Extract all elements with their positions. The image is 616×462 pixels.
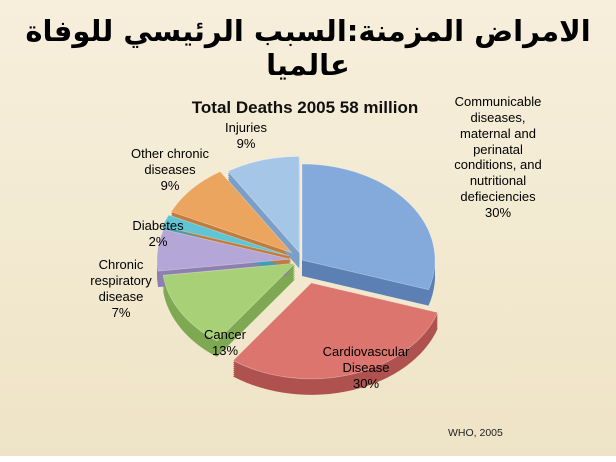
chart-title: Total Deaths 2005 58 million — [191, 98, 419, 117]
source-citation: WHO, 2005 — [448, 427, 503, 439]
pie-slice-3 — [162, 262, 297, 342]
label-cancer: Cancer 13% — [204, 327, 246, 358]
label-other-chronic-diseases: Other chronic diseases 9% — [130, 146, 210, 193]
pie-slice-7 — [227, 155, 300, 254]
label-communicable-diseases: Communicable diseases, maternal and peri… — [454, 94, 542, 221]
label-injuries: Injuries 9% — [225, 120, 267, 151]
pie-slice-2 — [232, 282, 439, 380]
label-chronic-respiratory: Chronic respiratory disease 7% — [90, 257, 152, 320]
pie-slice-5 — [161, 214, 290, 257]
pie-slice-6 — [170, 171, 293, 254]
slide-title-arabic: الامراض المزمنة:السبب الرئيسي للوفاة عال… — [25, 14, 591, 82]
slide-bottom-margin — [0, 456, 616, 462]
pie-slice-1 — [301, 163, 436, 291]
label-diabetes: Diabetes 2% — [132, 218, 184, 249]
pie-slice-4 — [156, 228, 291, 272]
label-cardiovascular: Cardiovascular Disease 30% — [322, 344, 410, 391]
